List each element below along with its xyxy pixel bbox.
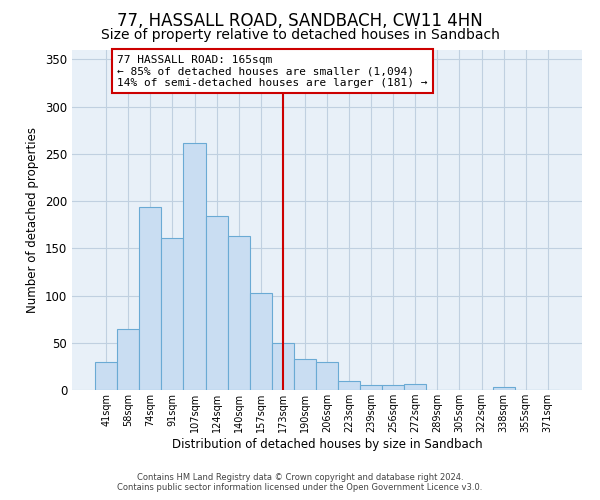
Bar: [117, 328, 139, 390]
Bar: [206, 216, 227, 390]
Y-axis label: Number of detached properties: Number of detached properties: [26, 127, 40, 313]
Bar: [161, 238, 184, 390]
Text: 77 HASSALL ROAD: 165sqm
← 85% of detached houses are smaller (1,094)
14% of semi: 77 HASSALL ROAD: 165sqm ← 85% of detache…: [117, 54, 428, 88]
Bar: [404, 384, 427, 390]
Bar: [360, 386, 382, 390]
Bar: [184, 144, 206, 390]
Bar: [250, 292, 272, 390]
Bar: [382, 386, 404, 390]
Bar: [294, 359, 316, 390]
Text: 77, HASSALL ROAD, SANDBACH, CW11 4HN: 77, HASSALL ROAD, SANDBACH, CW11 4HN: [117, 12, 483, 30]
Text: Contains HM Land Registry data © Crown copyright and database right 2024.
Contai: Contains HM Land Registry data © Crown c…: [118, 473, 482, 492]
Bar: [338, 380, 360, 390]
Text: Size of property relative to detached houses in Sandbach: Size of property relative to detached ho…: [101, 28, 499, 42]
Bar: [272, 343, 294, 390]
Bar: [227, 236, 250, 390]
Bar: [95, 362, 117, 390]
Bar: [139, 207, 161, 390]
Bar: [493, 387, 515, 390]
X-axis label: Distribution of detached houses by size in Sandbach: Distribution of detached houses by size …: [172, 438, 482, 451]
Bar: [316, 362, 338, 390]
